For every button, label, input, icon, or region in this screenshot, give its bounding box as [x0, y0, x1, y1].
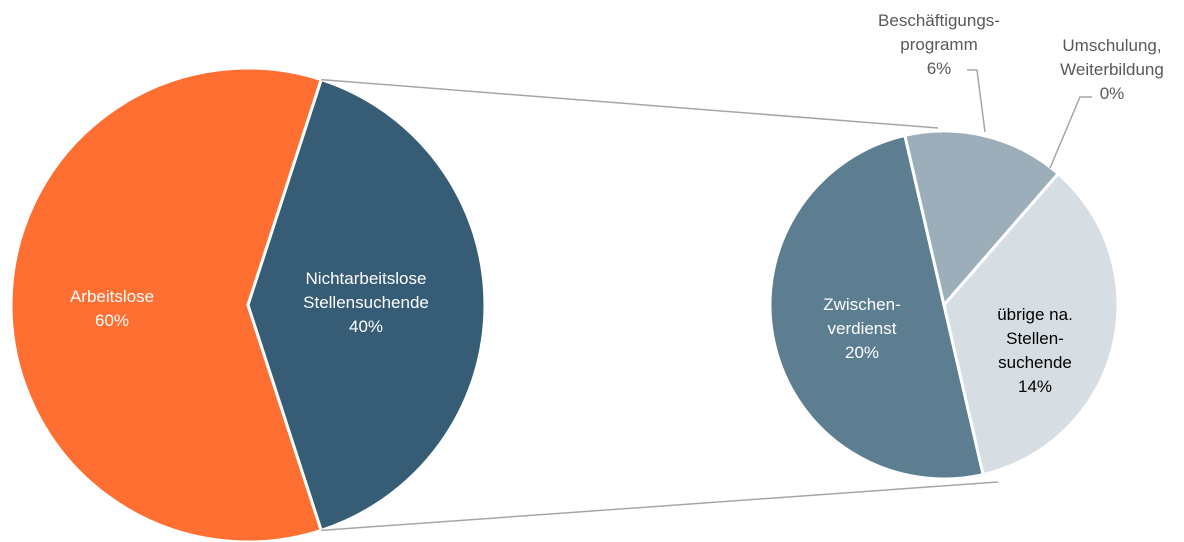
pie-slice [903, 129, 1061, 309]
value-label: 60% [95, 311, 129, 330]
slice-label: Nichtarbeitslose Stellensuchende [303, 269, 429, 312]
leader-line [967, 69, 986, 133]
slice-label: Umschulung, Weiterbildung [1060, 36, 1164, 79]
value-label: 20% [845, 343, 879, 362]
pie-slice [768, 133, 985, 481]
connector-line [321, 78, 939, 129]
leader-line [1049, 96, 1092, 169]
pie-slice [942, 171, 1120, 477]
value-label: 14% [1018, 377, 1052, 396]
slice-label: Arbeitslose [70, 287, 154, 306]
pie-slice [246, 77, 487, 533]
slice-label: Beschäftigungs-programm [878, 11, 1000, 54]
slice-label: Zwischen-verdienst [823, 295, 900, 338]
value-label: 6% [927, 59, 952, 78]
value-label: 40% [349, 317, 383, 336]
pie-slice [9, 66, 324, 542]
slice-label: übrige na. Stellen-suchende [997, 305, 1073, 372]
value-label: 0% [1100, 84, 1125, 103]
connector-line [321, 481, 999, 532]
